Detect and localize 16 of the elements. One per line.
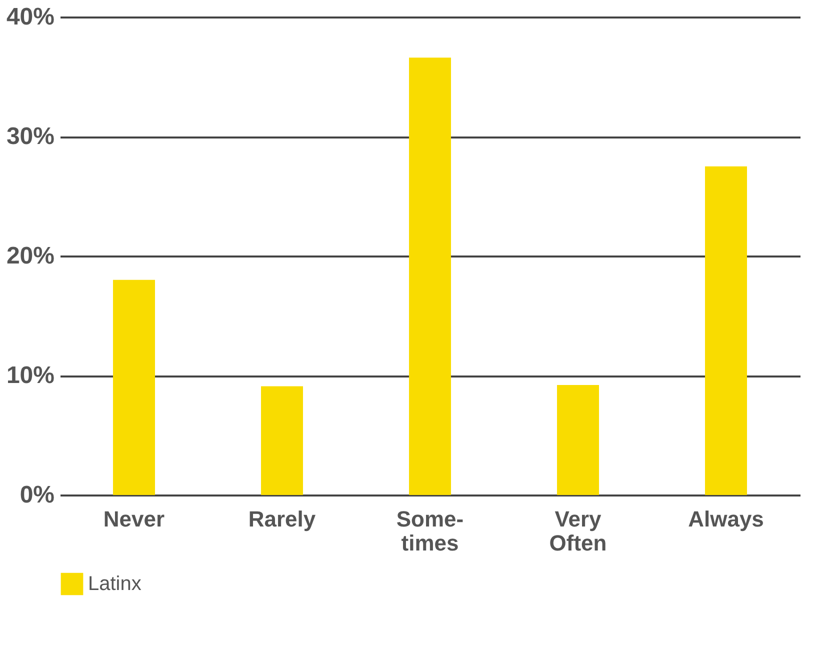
y-tick-label: 30% [6,123,54,150]
x-tick-label: Rarely [248,506,316,532]
y-tick-label: 0% [20,482,54,508]
x-tick-label: Very Often [549,506,607,556]
bar [705,166,747,495]
bar [113,280,155,495]
y-tick-label: 20% [6,242,54,270]
y-tick-label: 40% [6,4,54,30]
x-tick-label: Always [688,506,764,532]
x-tick-label: Some- times [396,506,464,556]
bar [261,386,303,495]
legend-label: Latinx [88,573,142,595]
y-tick-label: 10% [6,362,54,389]
x-tick-label: Never [103,506,166,532]
bar [409,58,451,495]
bar [557,385,599,495]
